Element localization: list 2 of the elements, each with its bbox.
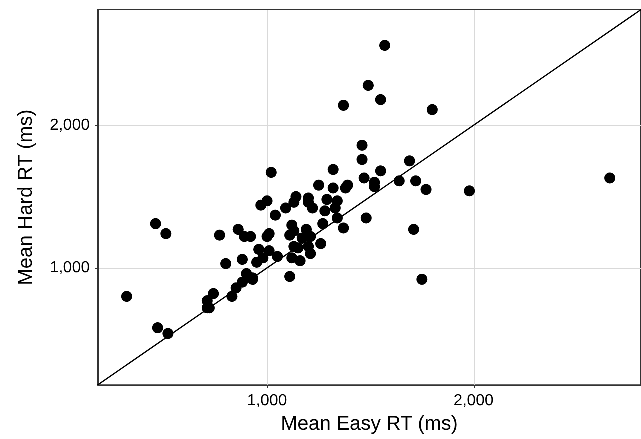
x-axis-title: Mean Easy RT (ms) xyxy=(280,413,458,435)
y-axis-title: Mean Hard RT (ms) xyxy=(15,110,37,286)
